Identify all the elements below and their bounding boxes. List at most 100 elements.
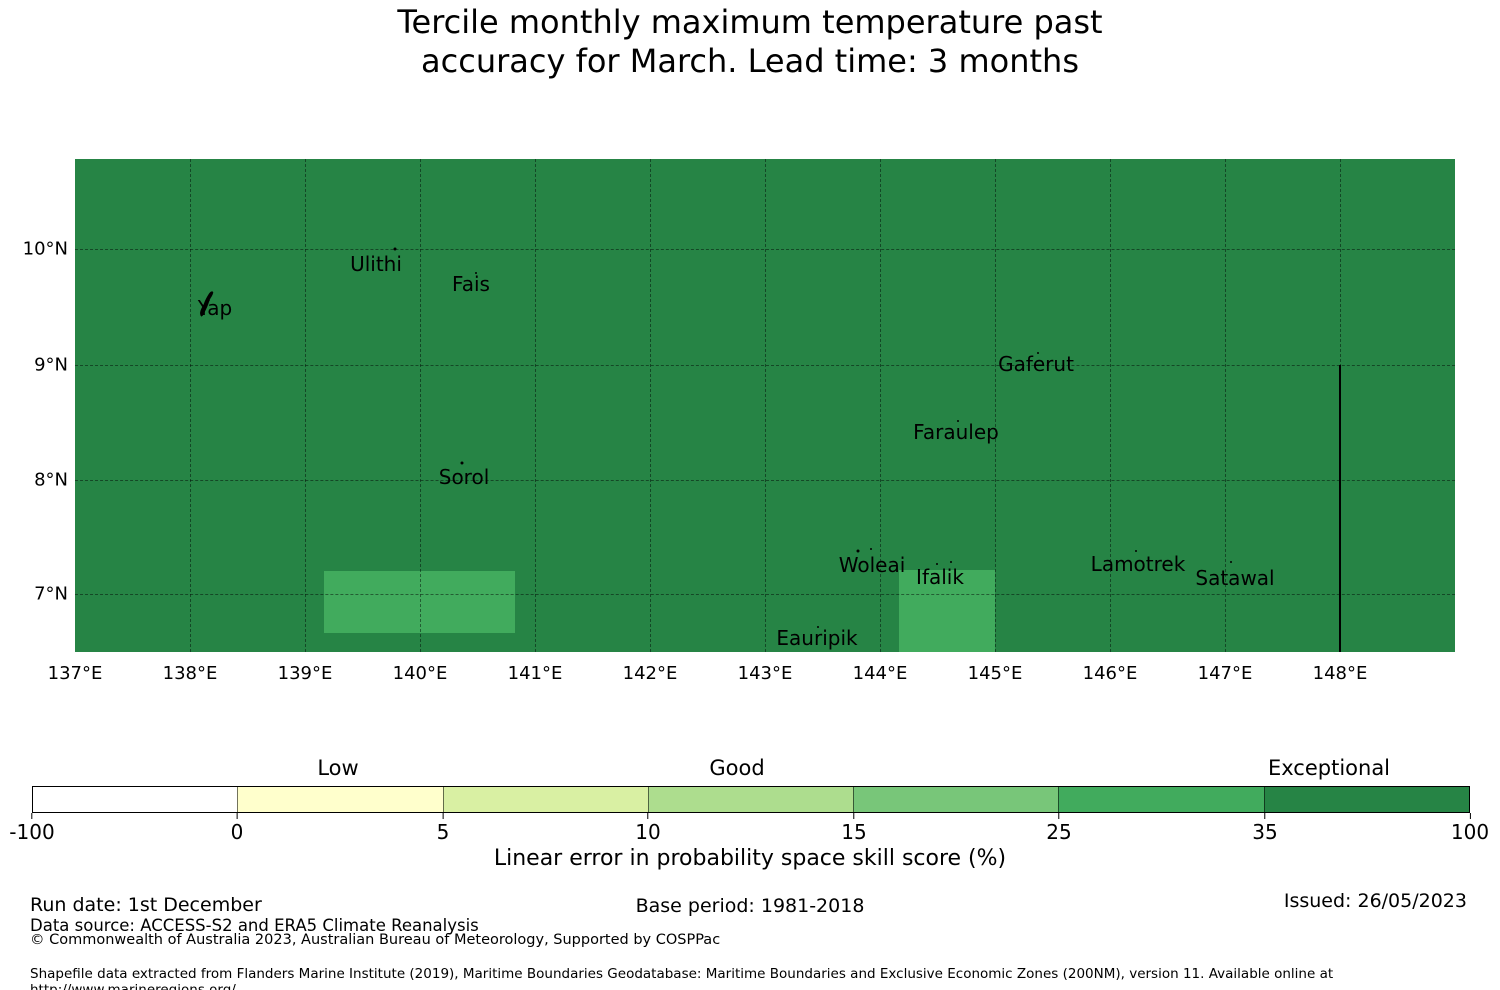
x-axis-tick-label: 141°E <box>507 663 563 684</box>
island-marker-dot <box>460 461 464 465</box>
grid-line-vertical <box>305 159 306 652</box>
island-marker-dot <box>475 272 477 274</box>
island-marker-dot <box>936 563 938 565</box>
x-axis-tick-label: 146°E <box>1082 663 1138 684</box>
colorbar-segment <box>1058 787 1264 812</box>
y-axis-tick-label: 7°N <box>34 583 68 605</box>
y-axis-tick-label: 9°N <box>34 354 68 376</box>
island-marker-dot <box>870 548 872 550</box>
colorbar-segment <box>33 787 238 812</box>
colorbar-tick: 35 <box>1252 813 1278 844</box>
island-marker-dot <box>1037 352 1039 354</box>
grid-line-vertical <box>650 159 651 652</box>
colorbar-tick-mark <box>1469 813 1471 819</box>
colorbar-tick-mark <box>647 813 649 819</box>
grid-line-vertical <box>420 159 421 652</box>
grid-line-vertical <box>1110 159 1111 652</box>
island-marker-dot <box>957 420 959 422</box>
colorbar-tick: 5 <box>436 813 450 844</box>
colorbar-tick-label: 35 <box>1252 820 1278 844</box>
x-axis-tick-label: 143°E <box>737 663 793 684</box>
colorbar-tick-label: 10 <box>635 820 661 844</box>
island-marker-dot <box>1230 561 1232 563</box>
grid-line-vertical <box>765 159 766 652</box>
grid-line-vertical <box>1225 159 1226 652</box>
grid-line-vertical <box>880 159 881 652</box>
colorbar-tick-label: 100 <box>1450 820 1490 844</box>
colorbar-tick-mark <box>236 813 238 819</box>
footer-run-date: Run date: 1st December <box>30 894 262 916</box>
x-axis-tick-label: 148°E <box>1312 663 1368 684</box>
island-marker-dot <box>817 626 819 628</box>
footer-base-period: Base period: 1981-2018 <box>635 895 865 917</box>
y-axis-tick-label: 10°N <box>22 238 68 260</box>
x-axis-tick-label: 139°E <box>277 663 333 684</box>
island-label: Yap <box>197 296 233 320</box>
island-label: Faraulep <box>913 420 999 444</box>
grid-line-vertical <box>190 159 191 652</box>
grid-line-horizontal <box>75 480 1455 481</box>
island-marker-dot <box>1135 550 1137 552</box>
colorbar-tick-mark <box>853 813 855 819</box>
island-label: Ulithi <box>350 252 402 276</box>
colorbar-tick: 100 <box>1451 813 1489 844</box>
figure-title: Tercile monthly maximum temperature past… <box>0 3 1500 81</box>
grid-line-vertical <box>995 159 996 652</box>
colorbar-tick-label: 15 <box>841 820 867 844</box>
x-axis-tick-label: 145°E <box>967 663 1023 684</box>
colorbar-segment <box>237 787 443 812</box>
island-label: Satawal <box>1195 566 1275 590</box>
island-label: Lamotrek <box>1090 552 1186 576</box>
colorbar-tick-mark <box>442 813 444 819</box>
colorbar-tick-label: 5 <box>436 820 450 844</box>
footer-shapefile-attribution: Shapefile data extracted from Flanders M… <box>30 966 1334 990</box>
island-label: Ifalik <box>916 565 964 589</box>
island-label: Fais <box>452 272 490 296</box>
grid-line-horizontal <box>75 594 1455 595</box>
colorbar <box>32 786 1470 813</box>
footer-copyright: © Commonwealth of Australia 2023, Austra… <box>30 932 721 948</box>
grid-line-vertical <box>535 159 536 652</box>
figure-title-line1: Tercile monthly maximum temperature past <box>397 3 1103 41</box>
colorbar-tick-label: -100 <box>9 820 55 844</box>
colorbar-tick: 10 <box>635 813 661 844</box>
colorbar-tick: 25 <box>1046 813 1072 844</box>
colorbar-segment <box>853 787 1059 812</box>
x-axis-tick-label: 140°E <box>392 663 448 684</box>
island-label: Gaferut <box>998 352 1074 376</box>
colorbar-category-label: Good <box>709 756 765 780</box>
island-label: Eauripik <box>776 626 858 650</box>
colorbar-tick-label: 0 <box>230 820 244 844</box>
island-marker-dot <box>393 247 397 251</box>
eez-boundary-line <box>1339 365 1341 652</box>
skill-score-patch <box>324 571 515 633</box>
figure-title-line2: accuracy for March. Lead time: 3 months <box>421 42 1079 80</box>
island-marker-dot <box>950 561 952 563</box>
x-axis-tick-label: 144°E <box>852 663 908 684</box>
colorbar-tick: 0 <box>230 813 244 844</box>
x-axis-tick-label: 137°E <box>47 663 103 684</box>
x-axis-tick-label: 142°E <box>622 663 678 684</box>
colorbar-segment <box>1263 787 1469 812</box>
colorbar-tick: -100 <box>9 813 55 844</box>
island-label: Woleai <box>838 553 906 577</box>
map-plot-area: Yap Ulithi Fais Sorol Gaferut Faraulep Woleai I… <box>75 159 1455 652</box>
colorbar-tick-label: 25 <box>1046 820 1072 844</box>
x-axis-tick-label: 147°E <box>1197 663 1253 684</box>
island-marker-dot <box>856 549 860 553</box>
colorbar-tick-mark <box>31 813 33 819</box>
colorbar-tick-mark <box>1058 813 1060 819</box>
grid-line-horizontal <box>75 249 1455 250</box>
colorbar-axis-label: Linear error in probability space skill … <box>493 846 1007 871</box>
x-axis-tick-label: 138°E <box>162 663 218 684</box>
colorbar-tick-mark <box>1264 813 1266 819</box>
colorbar-segment <box>647 787 854 812</box>
skill-score-patch <box>899 570 995 652</box>
colorbar-category-label: Exceptional <box>1267 756 1391 780</box>
colorbar-tick: 15 <box>841 813 867 844</box>
footer-data-source: Data source: ACCESS-S2 and ERA5 Climate … <box>30 916 479 935</box>
colorbar-category-label: Low <box>317 756 359 780</box>
yap-island-shape <box>200 291 214 317</box>
y-axis-tick-label: 8°N <box>34 469 68 491</box>
colorbar-segment <box>442 787 648 812</box>
